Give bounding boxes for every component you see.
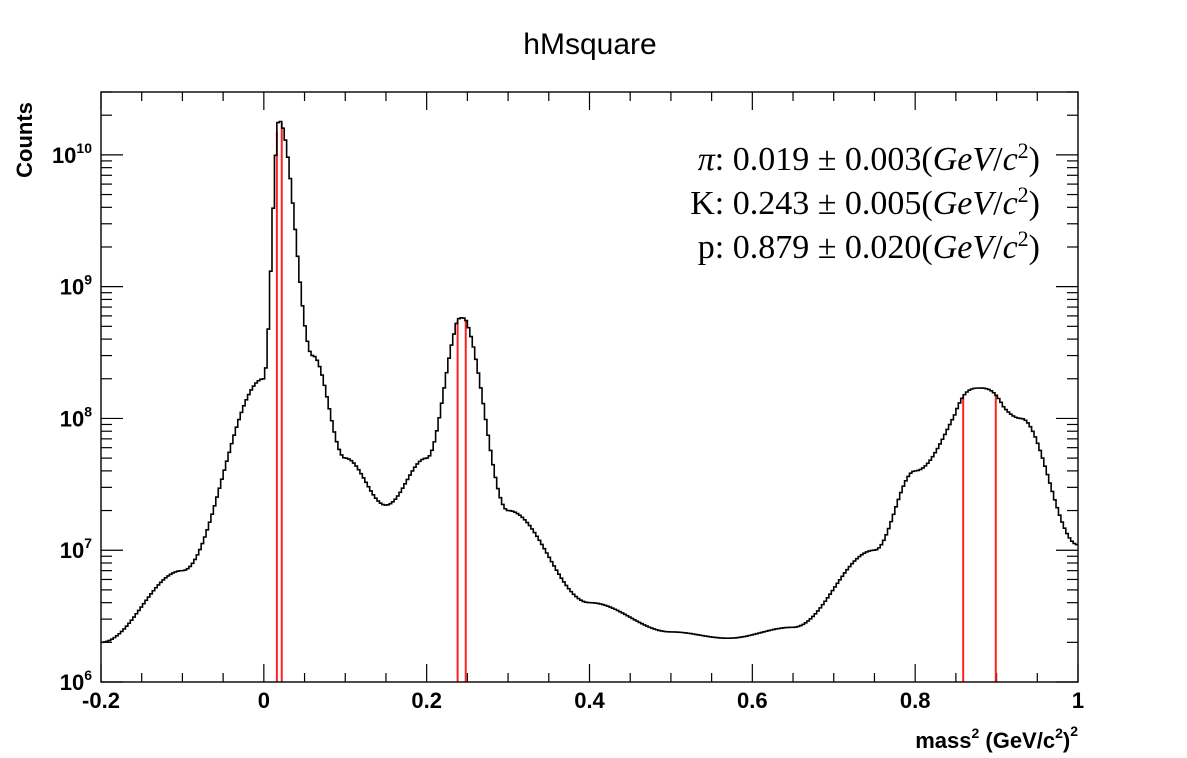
annotation-close: ) <box>1029 185 1040 222</box>
annotation-close: ) <box>1029 141 1040 178</box>
y-tick-label: 107 <box>60 535 92 563</box>
y-tick-exponent: 6 <box>84 667 92 683</box>
annotation-text: : 0.243 ± 0.005( <box>715 185 933 222</box>
chart-title: hMsquare <box>523 28 656 61</box>
y-tick-base: 10 <box>60 275 84 300</box>
annotation-particle: K <box>690 185 715 222</box>
x-axis-label-sup: 2 <box>971 725 979 741</box>
x-axis-label-sup2: 2 <box>1055 725 1063 741</box>
annotation-unit: GeV <box>933 141 998 178</box>
annotation-line: K: 0.243 ± 0.005(GeV/c2) <box>690 182 1040 222</box>
y-tick-base: 10 <box>60 670 84 695</box>
x-tick-label: 0.4 <box>574 688 605 713</box>
x-tick-label: 0.8 <box>900 688 931 713</box>
x-axis-label-rest2: ) <box>1063 728 1070 753</box>
annotation-slash: / <box>993 229 1003 266</box>
y-tick-exponent: 8 <box>84 403 92 419</box>
y-tick-base: 10 <box>52 143 76 168</box>
histogram-line <box>101 120 1078 644</box>
y-tick-label: 109 <box>60 272 92 300</box>
x-axis-label-sup3: 2 <box>1070 723 1078 739</box>
annotation-line: p: 0.879 ± 0.020(GeV/c2) <box>698 226 1040 266</box>
annotation-close: ) <box>1029 229 1040 266</box>
y-tick-label: 108 <box>60 403 92 431</box>
annotation-line: π: 0.019 ± 0.003(GeV/c2) <box>698 138 1040 178</box>
y-tick-exponent: 10 <box>76 140 92 156</box>
annotation-text: : 0.879 ± 0.020( <box>715 229 933 266</box>
annotation-c: c <box>1003 229 1018 266</box>
x-axis-label-rest1: (GeV/c <box>979 728 1055 753</box>
peak-annotations: π: 0.019 ± 0.003(GeV/c2)K: 0.243 ± 0.005… <box>690 138 1040 266</box>
fit-lines <box>275 123 997 682</box>
annotation-exp: 2 <box>1018 182 1029 207</box>
x-axis-ticks: -0.2 0 0.2 0.4 0.6 0.8 1 <box>82 92 1084 713</box>
x-axis-label: mass2 (GeV/c2)2 <box>915 723 1078 753</box>
y-tick-base: 10 <box>60 406 84 431</box>
annotation-exp: 2 <box>1018 226 1029 251</box>
annotation-slash: / <box>993 141 1003 178</box>
x-tick-label: 1 <box>1072 688 1084 713</box>
annotation-particle: π <box>698 141 716 178</box>
annotation-text: : 0.019 ± 0.003( <box>715 141 933 178</box>
x-tick-label: 0.2 <box>411 688 442 713</box>
annotation-slash: / <box>993 185 1003 222</box>
y-tick-label: 106 <box>60 667 92 695</box>
plot-frame <box>100 91 1079 683</box>
x-tick-label: 0 <box>258 688 270 713</box>
annotation-unit: GeV <box>933 229 998 266</box>
y-tick-base: 10 <box>60 538 84 563</box>
annotation-unit: GeV <box>933 185 998 222</box>
x-tick-label: 0.6 <box>737 688 768 713</box>
annotation-particle: p <box>698 229 715 266</box>
annotation-c: c <box>1003 185 1018 222</box>
y-axis-label: Counts <box>12 102 37 178</box>
annotation-exp: 2 <box>1018 138 1029 163</box>
y-tick-exponent: 9 <box>84 272 92 288</box>
y-tick-label: 1010 <box>52 140 92 168</box>
x-tick-label: -0.2 <box>82 688 120 713</box>
y-tick-exponent: 7 <box>84 535 92 551</box>
x-axis-label-main: mass <box>915 728 971 753</box>
annotation-c: c <box>1003 141 1018 178</box>
